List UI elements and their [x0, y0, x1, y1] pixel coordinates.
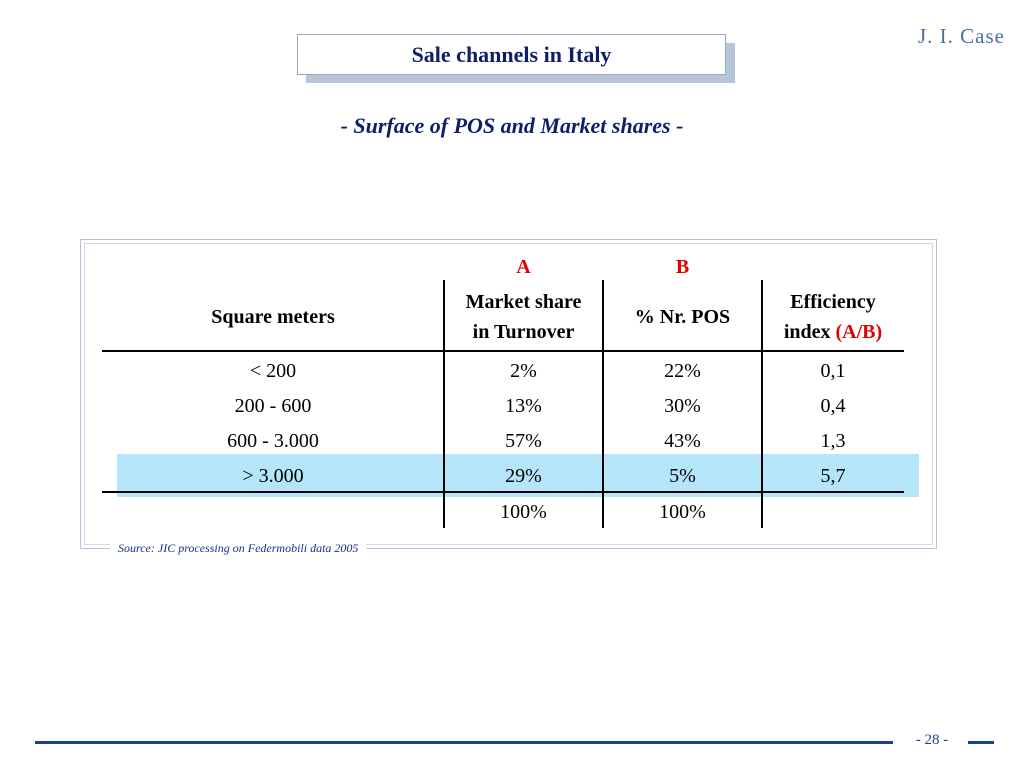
cell-market-share: 57% — [505, 430, 542, 452]
cell-efficiency: 0,1 — [820, 360, 846, 382]
cell-nr-pos: 30% — [664, 395, 701, 417]
column-marker-a: A — [516, 256, 531, 278]
header-rule — [102, 350, 904, 352]
cell-market-share: 13% — [505, 395, 542, 417]
cell-efficiency: 5,7 — [820, 465, 846, 487]
header-efficiency-line1: Efficiency — [790, 291, 876, 313]
header-efficiency-ratio: (A/B) — [835, 321, 883, 343]
table-frame — [80, 239, 937, 549]
total-nr-pos: 100% — [659, 501, 706, 523]
header-efficiency-line2: index (A/B) — [784, 317, 882, 347]
slide-subtitle: - Surface of POS and Market shares - — [340, 113, 684, 138]
highlighted-row-background — [117, 454, 919, 497]
header-market-share-line1: Market share — [465, 291, 582, 313]
cell-sqm: > 3.000 — [242, 465, 304, 487]
page-number: - 28 - — [915, 732, 949, 748]
column-divider — [443, 280, 445, 528]
company-logo: J. I. Case — [918, 24, 1005, 48]
column-divider — [761, 280, 763, 528]
header-efficiency-index: index — [783, 321, 831, 343]
source-note: Source: JIC processing on Federmobili da… — [110, 541, 367, 556]
header-efficiency: Efficiency index (A/B) — [763, 286, 903, 348]
header-market-share: Market share in Turnover — [445, 286, 602, 348]
footer-rule-left — [35, 741, 893, 744]
cell-sqm: 600 - 3.000 — [227, 430, 319, 452]
cell-market-share: 29% — [505, 465, 542, 487]
cell-nr-pos: 5% — [669, 465, 696, 487]
header-square-meters: Square meters — [211, 306, 335, 328]
cell-market-share: 2% — [510, 360, 537, 382]
cell-sqm: < 200 — [249, 360, 297, 382]
totals-rule — [102, 491, 904, 493]
table-frame-inner — [84, 243, 933, 545]
cell-sqm: 200 - 600 — [234, 395, 312, 417]
header-nr-pos: % Nr. POS — [634, 306, 731, 328]
cell-efficiency: 0,4 — [820, 395, 846, 417]
footer-rule-right — [968, 741, 994, 744]
cell-nr-pos: 43% — [664, 430, 701, 452]
cell-nr-pos: 22% — [664, 360, 701, 382]
column-marker-b: B — [675, 256, 690, 278]
column-divider — [602, 280, 604, 528]
total-market-share: 100% — [500, 501, 547, 523]
slide-title: Sale channels in Italy — [297, 34, 726, 75]
cell-efficiency: 1,3 — [820, 430, 846, 452]
header-market-share-line2: in Turnover — [472, 321, 575, 343]
